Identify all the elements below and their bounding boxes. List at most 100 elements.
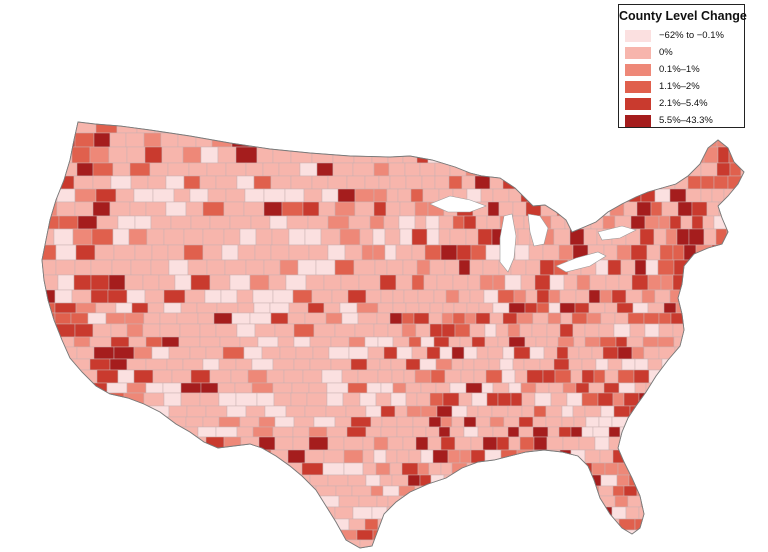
county-1301 — [665, 462, 683, 476]
county-1058 — [561, 405, 574, 418]
county-128 — [585, 146, 602, 164]
county-1284 — [440, 462, 453, 476]
county-141 — [42, 162, 58, 177]
county-76 — [512, 132, 525, 148]
county-1244 — [532, 449, 547, 464]
county-709 — [179, 323, 201, 338]
county-895 — [171, 369, 192, 384]
county-394 — [399, 228, 413, 246]
county-1512 — [418, 518, 436, 531]
county-784 — [615, 336, 628, 348]
county-594 — [588, 289, 601, 304]
county-425 — [113, 244, 136, 261]
county-1501 — [225, 518, 248, 531]
county-1212 — [743, 436, 744, 451]
county-610 — [115, 302, 133, 314]
county-260 — [480, 188, 494, 203]
county-683 — [516, 312, 534, 325]
county-1411 — [242, 495, 264, 508]
county-312 — [571, 201, 584, 217]
county-736 — [598, 323, 615, 338]
county-927 — [662, 369, 675, 384]
county-21 — [416, 122, 430, 134]
county-1472 — [494, 506, 511, 520]
county-1267 — [151, 462, 174, 476]
county-377 — [112, 228, 130, 246]
county-275 — [685, 188, 702, 203]
county-955 — [405, 382, 422, 394]
county-818 — [451, 346, 465, 360]
county-948 — [291, 382, 310, 394]
county-1014 — [581, 392, 599, 407]
county-1255 — [679, 449, 693, 464]
county-827 — [567, 346, 580, 360]
county-806 — [261, 346, 281, 360]
county-268 — [586, 188, 602, 203]
county-1377 — [458, 485, 474, 497]
county-1379 — [487, 485, 502, 497]
county-1393 — [676, 485, 690, 497]
county-535 — [423, 274, 438, 291]
county-732 — [546, 323, 561, 338]
county-746 — [740, 323, 744, 338]
county-970 — [618, 382, 636, 394]
county-543 — [534, 274, 551, 291]
county-385 — [255, 228, 273, 246]
county-907 — [391, 369, 405, 384]
county-1219 — [149, 449, 169, 464]
county-1436 — [627, 495, 642, 508]
county-587 — [497, 289, 515, 304]
county-1013 — [566, 392, 583, 407]
county-1579 — [661, 529, 677, 541]
county-152 — [245, 162, 264, 177]
county-1304 — [712, 462, 729, 476]
county-1456 — [243, 506, 262, 520]
county-1363 — [226, 485, 245, 497]
county-601 — [684, 289, 701, 304]
county-929 — [685, 369, 701, 384]
county-134 — [661, 146, 679, 164]
county-1152 — [558, 426, 572, 438]
county-423 — [75, 244, 96, 261]
county-1521 — [527, 518, 545, 531]
county-1167 — [42, 436, 58, 451]
county-348 — [438, 215, 454, 230]
county-185 — [729, 162, 742, 177]
county-233 — [743, 175, 744, 190]
county-200 — [270, 175, 292, 190]
county-592 — [559, 289, 577, 304]
county-1265 — [115, 462, 134, 476]
county-133 — [649, 146, 663, 164]
county-64 — [343, 132, 364, 148]
county-765 — [364, 336, 379, 348]
county-462 — [683, 244, 697, 261]
county-931 — [714, 369, 729, 384]
county-1160 — [662, 426, 679, 438]
county-1009 — [510, 392, 523, 407]
county-1395 — [700, 485, 717, 497]
county-477 — [224, 259, 247, 276]
county-319 — [661, 201, 679, 217]
county-1311 — [110, 474, 128, 487]
county-891 — [96, 369, 119, 384]
county-918 — [542, 369, 556, 384]
county-121 — [487, 146, 505, 164]
county-245 — [244, 188, 265, 203]
county-1326 — [379, 474, 393, 487]
county-1357 — [114, 485, 135, 497]
county-1524 — [567, 518, 581, 531]
county-909 — [414, 369, 432, 384]
county-101 — [144, 146, 163, 164]
county-839 — [734, 346, 744, 360]
county-969 — [603, 382, 620, 394]
county-86 — [641, 132, 656, 148]
county-622 — [323, 302, 341, 314]
county-1275 — [301, 462, 324, 476]
county-1528 — [618, 518, 636, 531]
county-928 — [673, 369, 687, 384]
county-706 — [126, 323, 144, 338]
county-1630 — [734, 539, 744, 548]
county-316 — [623, 201, 638, 217]
county-393 — [384, 228, 401, 246]
county-658 — [124, 312, 145, 325]
